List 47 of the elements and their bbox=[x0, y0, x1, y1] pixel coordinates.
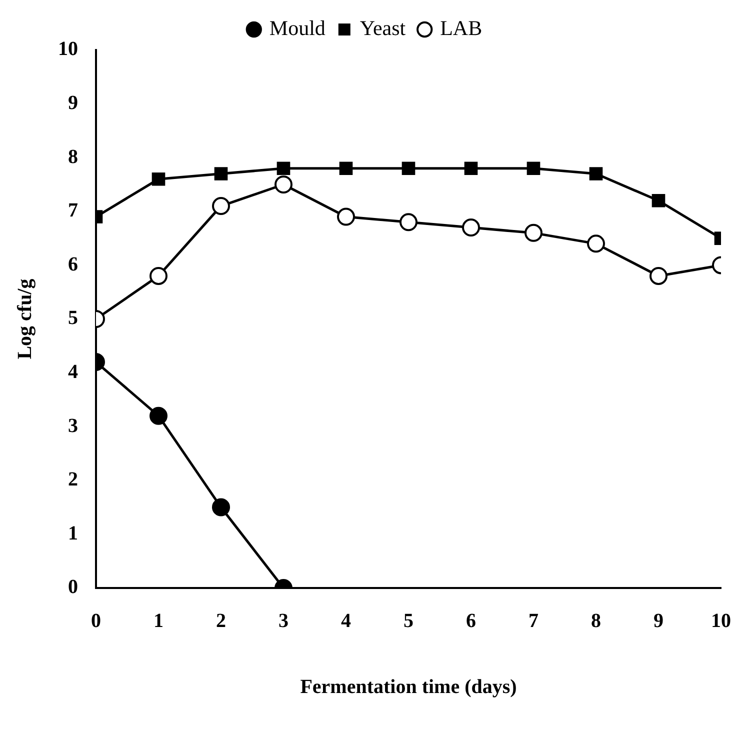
point bbox=[152, 172, 166, 186]
point bbox=[274, 176, 292, 194]
point bbox=[462, 218, 480, 237]
x-tick-label: 10 bbox=[711, 610, 731, 632]
y-tick-label: 4 bbox=[68, 360, 78, 383]
x-tick-label: 9 bbox=[654, 610, 664, 632]
point bbox=[212, 197, 230, 216]
point bbox=[400, 213, 418, 232]
y-tick-label: 6 bbox=[68, 253, 78, 276]
point bbox=[652, 194, 666, 208]
point bbox=[214, 167, 228, 180]
x-tick-label: 2 bbox=[216, 610, 226, 632]
point bbox=[464, 162, 478, 176]
x-tick-label: 5 bbox=[404, 610, 414, 632]
x-tick-label: 7 bbox=[528, 610, 538, 632]
legend-label: Mould bbox=[269, 16, 326, 40]
point bbox=[524, 224, 542, 242]
x-axis-title: Fermentation time (days) bbox=[300, 676, 517, 698]
point bbox=[337, 208, 355, 226]
x-tick-label: 8 bbox=[591, 610, 601, 632]
point bbox=[150, 406, 168, 425]
x-tick-label: 3 bbox=[278, 610, 288, 632]
y-tick-label: 10 bbox=[58, 38, 78, 60]
y-tick-label: 3 bbox=[68, 414, 78, 437]
x-tick-label: 4 bbox=[341, 610, 351, 632]
legend-label: Yeast bbox=[360, 16, 406, 40]
y-tick-label: 9 bbox=[68, 92, 78, 114]
x-tick-label: 1 bbox=[154, 610, 164, 632]
y-tick-label: 2 bbox=[68, 468, 78, 491]
point bbox=[339, 162, 353, 176]
x-tick-label: 0 bbox=[91, 610, 101, 632]
y-tick-label: 8 bbox=[68, 146, 78, 168]
point bbox=[650, 266, 668, 285]
y-tick-label: 5 bbox=[68, 307, 78, 330]
point bbox=[276, 162, 290, 176]
point bbox=[587, 234, 605, 253]
point bbox=[212, 498, 230, 516]
y-tick-label: 1 bbox=[68, 522, 78, 544]
x-tick-label: 6 bbox=[466, 610, 476, 632]
y-tick-label: 7 bbox=[68, 200, 78, 222]
y-tick-label: 0 bbox=[68, 576, 78, 598]
point bbox=[526, 162, 540, 176]
point bbox=[589, 167, 603, 180]
point bbox=[402, 162, 416, 176]
point bbox=[150, 266, 168, 285]
legend-label: LAB bbox=[440, 16, 482, 40]
y-axis-title: Log cfu/g bbox=[14, 278, 36, 360]
